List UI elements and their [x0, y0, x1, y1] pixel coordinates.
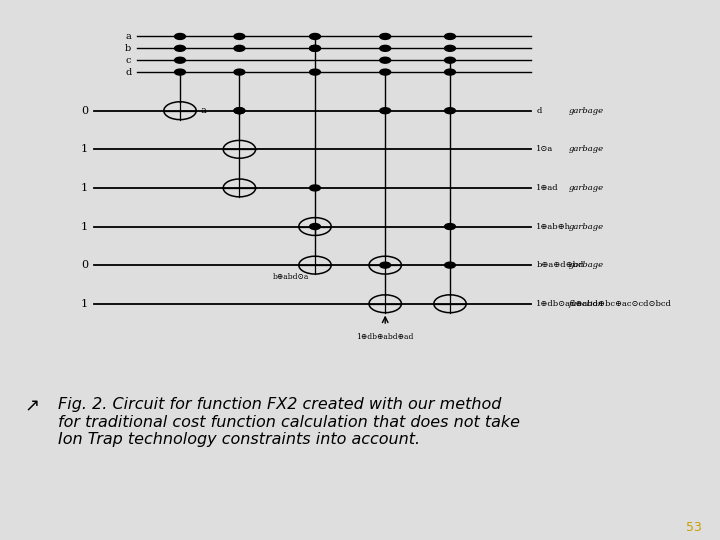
- Text: 0: 0: [81, 106, 89, 116]
- Text: 1: 1: [81, 183, 89, 193]
- Circle shape: [310, 69, 320, 75]
- Circle shape: [310, 185, 320, 191]
- Text: d: d: [125, 68, 131, 77]
- Circle shape: [444, 108, 455, 114]
- Circle shape: [444, 45, 455, 51]
- Text: 1: 1: [81, 299, 89, 309]
- Circle shape: [310, 33, 320, 39]
- Circle shape: [380, 33, 390, 39]
- Text: ↗: ↗: [24, 397, 40, 415]
- Circle shape: [174, 45, 186, 51]
- Circle shape: [380, 57, 390, 63]
- Text: 1⊕db⊙ad⊕abd⊕bc⊕ac⊙cd⊙bcd: 1⊕db⊙ad⊕abd⊕bc⊕ac⊙cd⊙bcd: [536, 300, 672, 308]
- Circle shape: [310, 45, 320, 51]
- Circle shape: [310, 224, 320, 230]
- Circle shape: [234, 45, 245, 51]
- Circle shape: [234, 69, 245, 75]
- Text: 1⊕db⊕abd⊕ad: 1⊕db⊕abd⊕ad: [356, 333, 414, 341]
- Text: 1: 1: [81, 144, 89, 154]
- Text: b: b: [125, 44, 131, 53]
- Text: function: function: [569, 300, 604, 308]
- Text: 0: 0: [81, 260, 89, 270]
- Circle shape: [174, 69, 186, 75]
- Text: 1⊙a: 1⊙a: [536, 145, 554, 153]
- Text: a: a: [200, 106, 206, 115]
- Circle shape: [380, 45, 390, 51]
- Text: 53: 53: [686, 521, 702, 534]
- Text: garbage: garbage: [569, 184, 604, 192]
- Text: 1: 1: [81, 221, 89, 232]
- Circle shape: [234, 108, 245, 114]
- Text: Fig. 2. Circuit for function FX2 created with our method
for traditional cost fu: Fig. 2. Circuit for function FX2 created…: [58, 397, 520, 447]
- Circle shape: [234, 108, 245, 114]
- Text: 1⊕ab⊕h: 1⊕ab⊕h: [536, 222, 572, 231]
- Text: b⊕a⊕d⊕bd: b⊕a⊕d⊕bd: [536, 261, 584, 269]
- Circle shape: [380, 108, 390, 114]
- Circle shape: [444, 224, 455, 230]
- Circle shape: [310, 45, 320, 51]
- Text: garbage: garbage: [569, 107, 604, 114]
- Circle shape: [444, 262, 455, 268]
- Circle shape: [380, 262, 390, 268]
- Circle shape: [444, 69, 455, 75]
- Circle shape: [380, 69, 390, 75]
- Text: garbage: garbage: [569, 222, 604, 231]
- Text: d: d: [536, 107, 541, 114]
- Text: garbage: garbage: [569, 261, 604, 269]
- Circle shape: [444, 33, 455, 39]
- Text: garbage: garbage: [569, 145, 604, 153]
- Text: a: a: [126, 32, 131, 41]
- Circle shape: [444, 57, 455, 63]
- Text: b⊕abd⊙a: b⊕abd⊙a: [273, 273, 310, 281]
- Circle shape: [174, 57, 186, 63]
- Circle shape: [174, 33, 186, 39]
- Text: 1⊕ad: 1⊕ad: [536, 184, 559, 192]
- Text: c: c: [126, 56, 131, 65]
- Circle shape: [234, 33, 245, 39]
